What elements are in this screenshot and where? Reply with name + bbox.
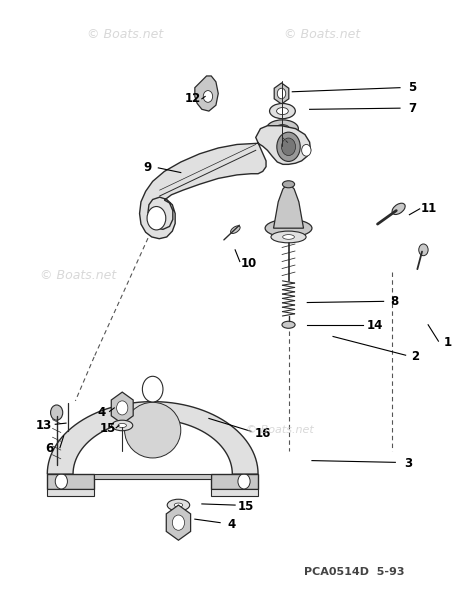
Polygon shape xyxy=(211,489,258,496)
Polygon shape xyxy=(47,474,94,489)
Text: 10: 10 xyxy=(241,257,257,270)
Circle shape xyxy=(55,474,67,489)
Text: 4: 4 xyxy=(97,406,105,419)
Ellipse shape xyxy=(230,226,240,233)
Ellipse shape xyxy=(277,108,288,115)
Text: 2: 2 xyxy=(411,350,419,363)
Circle shape xyxy=(277,88,286,99)
Circle shape xyxy=(419,244,428,256)
Text: 9: 9 xyxy=(144,161,152,174)
Circle shape xyxy=(147,206,166,230)
Text: 15: 15 xyxy=(100,423,116,436)
Ellipse shape xyxy=(112,420,133,431)
Polygon shape xyxy=(47,402,258,474)
Ellipse shape xyxy=(270,103,295,119)
Text: 12: 12 xyxy=(184,92,201,105)
Text: © Boats.net: © Boats.net xyxy=(87,28,164,41)
Ellipse shape xyxy=(266,120,298,138)
Polygon shape xyxy=(273,183,303,228)
Polygon shape xyxy=(195,76,218,111)
Ellipse shape xyxy=(275,125,290,133)
Circle shape xyxy=(142,376,163,402)
Text: 5: 5 xyxy=(409,81,417,94)
Circle shape xyxy=(117,401,128,415)
Polygon shape xyxy=(139,126,310,239)
Circle shape xyxy=(277,132,300,161)
Polygon shape xyxy=(211,474,258,489)
Ellipse shape xyxy=(174,503,182,507)
Text: 7: 7 xyxy=(409,102,417,115)
Circle shape xyxy=(51,405,63,420)
Text: 4: 4 xyxy=(227,518,236,531)
Circle shape xyxy=(301,144,311,156)
Text: 13: 13 xyxy=(36,419,52,432)
Ellipse shape xyxy=(283,235,294,239)
Text: 1: 1 xyxy=(444,336,452,349)
Ellipse shape xyxy=(282,322,295,328)
Circle shape xyxy=(203,90,213,102)
Ellipse shape xyxy=(265,219,312,237)
Ellipse shape xyxy=(283,181,295,188)
Text: 14: 14 xyxy=(367,320,383,333)
Text: 3: 3 xyxy=(404,457,412,470)
Text: 15: 15 xyxy=(238,500,255,513)
Text: 8: 8 xyxy=(390,295,398,308)
Text: 6: 6 xyxy=(46,443,54,456)
Text: © Boats.net: © Boats.net xyxy=(284,28,360,41)
Ellipse shape xyxy=(125,402,181,458)
Text: 11: 11 xyxy=(421,202,437,215)
Ellipse shape xyxy=(271,231,306,243)
Ellipse shape xyxy=(118,423,127,427)
Ellipse shape xyxy=(167,499,190,511)
Circle shape xyxy=(282,138,296,155)
Polygon shape xyxy=(47,489,94,496)
Text: © Boats.net: © Boats.net xyxy=(246,425,314,435)
Circle shape xyxy=(238,474,250,489)
Text: © Boats.net: © Boats.net xyxy=(40,268,117,281)
Circle shape xyxy=(173,515,184,530)
Ellipse shape xyxy=(392,203,405,215)
Text: 16: 16 xyxy=(255,427,271,440)
Polygon shape xyxy=(94,474,211,479)
Text: PCA0514D  5-93: PCA0514D 5-93 xyxy=(304,567,404,577)
